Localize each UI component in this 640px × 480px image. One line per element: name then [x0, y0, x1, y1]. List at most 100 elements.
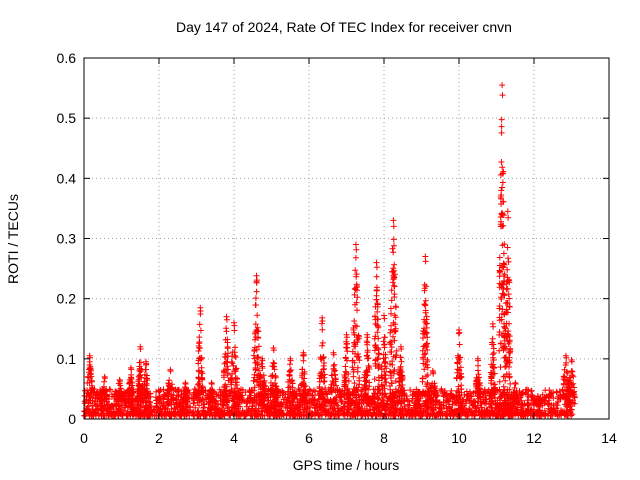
data-point	[504, 285, 511, 292]
data-point	[185, 408, 192, 415]
data-point	[502, 333, 509, 340]
data-point	[143, 372, 150, 379]
data-point	[421, 281, 428, 288]
data-point	[519, 391, 526, 398]
data-point	[426, 392, 433, 399]
data-point	[404, 397, 411, 404]
data-point	[208, 395, 215, 401]
data-point	[546, 400, 553, 407]
data-point	[379, 412, 386, 419]
data-point	[499, 242, 506, 249]
data-point	[268, 399, 275, 406]
data-point	[363, 353, 370, 359]
data-point	[382, 391, 389, 398]
data-point	[304, 404, 311, 411]
data-point	[392, 321, 398, 328]
data-point	[295, 386, 302, 392]
data-point	[390, 410, 396, 417]
data-point	[255, 408, 262, 415]
data-point	[504, 389, 511, 396]
data-point	[504, 299, 511, 306]
data-point	[345, 389, 352, 396]
data-point	[456, 396, 463, 403]
data-point	[570, 380, 577, 387]
data-point	[436, 404, 443, 411]
y-tick-label: 0.1	[57, 351, 77, 367]
data-point	[290, 411, 297, 418]
data-point	[388, 310, 394, 317]
data-point	[252, 412, 259, 418]
data-point	[500, 260, 507, 267]
data-point	[488, 361, 495, 368]
data-point	[259, 412, 266, 418]
data-point	[256, 381, 263, 388]
data-point	[252, 406, 259, 413]
data-point	[351, 339, 358, 346]
data-point	[381, 315, 388, 322]
data-point	[140, 385, 147, 392]
data-point	[271, 366, 278, 373]
data-point	[339, 410, 346, 417]
data-point	[424, 357, 431, 363]
data-point	[375, 345, 381, 352]
data-point	[331, 368, 338, 375]
data-point	[421, 351, 428, 358]
data-point	[87, 365, 94, 372]
data-point	[457, 400, 464, 407]
data-point	[394, 407, 401, 414]
data-point	[136, 367, 143, 374]
data-point	[147, 399, 154, 406]
data-point	[354, 307, 360, 314]
data-point	[563, 359, 570, 366]
data-point	[261, 377, 268, 384]
data-point	[498, 218, 504, 225]
data-point	[424, 379, 431, 386]
axis-ticks	[83, 57, 610, 420]
data-point	[567, 406, 574, 413]
data-point	[199, 374, 205, 381]
data-point	[571, 393, 578, 400]
data-point	[315, 411, 322, 418]
data-point	[168, 391, 175, 398]
data-point	[89, 385, 96, 392]
data-point	[153, 413, 160, 419]
data-point	[491, 384, 498, 391]
data-point	[354, 364, 361, 371]
data-point	[461, 405, 468, 412]
data-point	[545, 405, 552, 412]
data-point	[400, 398, 407, 405]
data-point	[182, 403, 189, 410]
data-point	[137, 346, 144, 352]
data-point	[553, 400, 560, 407]
data-point	[388, 287, 395, 294]
data-point	[496, 331, 503, 338]
data-point	[333, 382, 339, 389]
data-point	[371, 376, 378, 383]
data-point	[457, 354, 464, 361]
data-point	[216, 412, 223, 419]
data-point	[345, 395, 352, 402]
data-point	[363, 392, 370, 399]
data-point	[197, 327, 204, 334]
data-point	[332, 399, 339, 405]
data-point	[332, 387, 339, 394]
data-point	[442, 412, 449, 419]
x-axis-title: GPS time / hours	[293, 457, 400, 473]
data-point	[233, 390, 240, 397]
data-point	[301, 381, 307, 388]
data-point	[135, 376, 142, 383]
data-point	[182, 381, 189, 387]
data-point	[407, 409, 414, 416]
data-point	[141, 382, 148, 389]
data-point	[532, 398, 539, 405]
data-point	[89, 406, 96, 413]
data-point	[519, 401, 526, 408]
data-point	[375, 350, 382, 357]
data-point	[327, 386, 334, 393]
data-point	[240, 397, 247, 404]
data-point	[449, 408, 456, 415]
data-point	[211, 406, 218, 413]
data-point	[347, 412, 353, 419]
data-point	[355, 335, 362, 342]
data-point	[421, 316, 428, 323]
